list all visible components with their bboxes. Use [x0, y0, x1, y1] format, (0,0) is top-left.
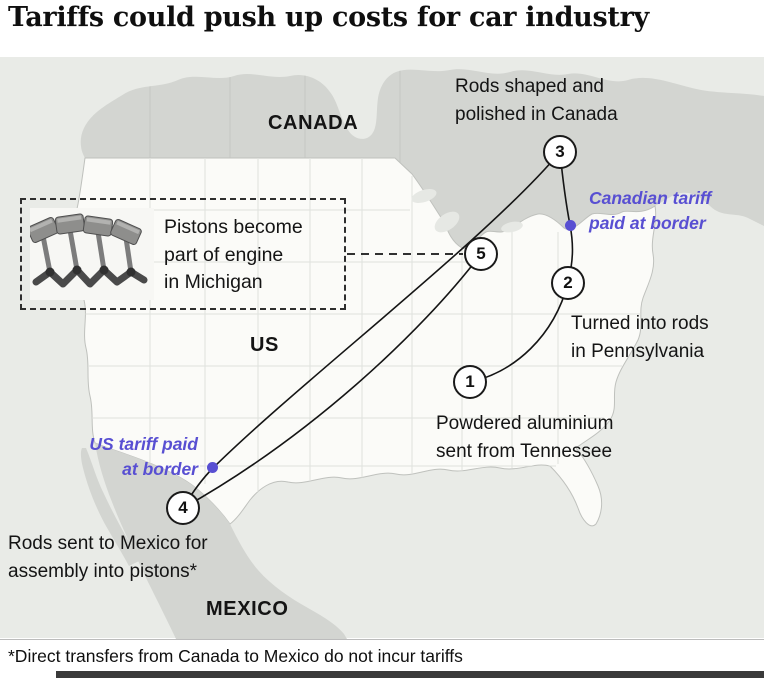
step-3-label: Rods shaped and polished in Canada [455, 76, 618, 125]
step-circle-5: 5 [464, 237, 498, 271]
us-tariff-note: US tariff paid at border [89, 434, 198, 479]
step-1-label: Powdered aluminium sent from Tennessee [436, 413, 614, 462]
country-label-canada: CANADA [268, 112, 359, 134]
canada-tariff-note: Canadian tariff paid at border [589, 188, 712, 233]
page-title: Tariffs could push up costs for car indu… [8, 2, 649, 33]
step-2-label: Turned into rods in Pennsylvania [571, 313, 709, 362]
canada-border-tariff-dot [565, 220, 576, 231]
mexico-landmass [95, 443, 347, 639]
step-circle-4: 4 [166, 491, 200, 525]
michigan-engine-box: Pistons become part of engine in Michiga… [20, 198, 346, 310]
step-circle-2: 2 [551, 266, 585, 300]
us-state-borders [78, 158, 642, 502]
route-4-to-5 [182, 253, 482, 509]
step-circle-3: 3 [543, 135, 577, 169]
step-5-label: Pistons become part of engine in Michiga… [164, 216, 303, 294]
country-label-us: US [250, 334, 279, 356]
baja-peninsula [80, 448, 139, 566]
route-3-to-4 [182, 151, 561, 509]
step-4-label: Rods sent to Mexico for assembly into pi… [8, 533, 208, 582]
country-label-mexico: MEXICO [206, 598, 289, 620]
bottom-bar [56, 671, 764, 678]
us-border-tariff-dot [207, 462, 218, 473]
footnote: *Direct transfers from Canada to Mexico … [8, 646, 463, 666]
engine-pistons-image [30, 208, 154, 300]
canada-province-borders [149, 69, 401, 168]
footer-divider [0, 639, 764, 640]
step-circle-1: 1 [453, 365, 487, 399]
